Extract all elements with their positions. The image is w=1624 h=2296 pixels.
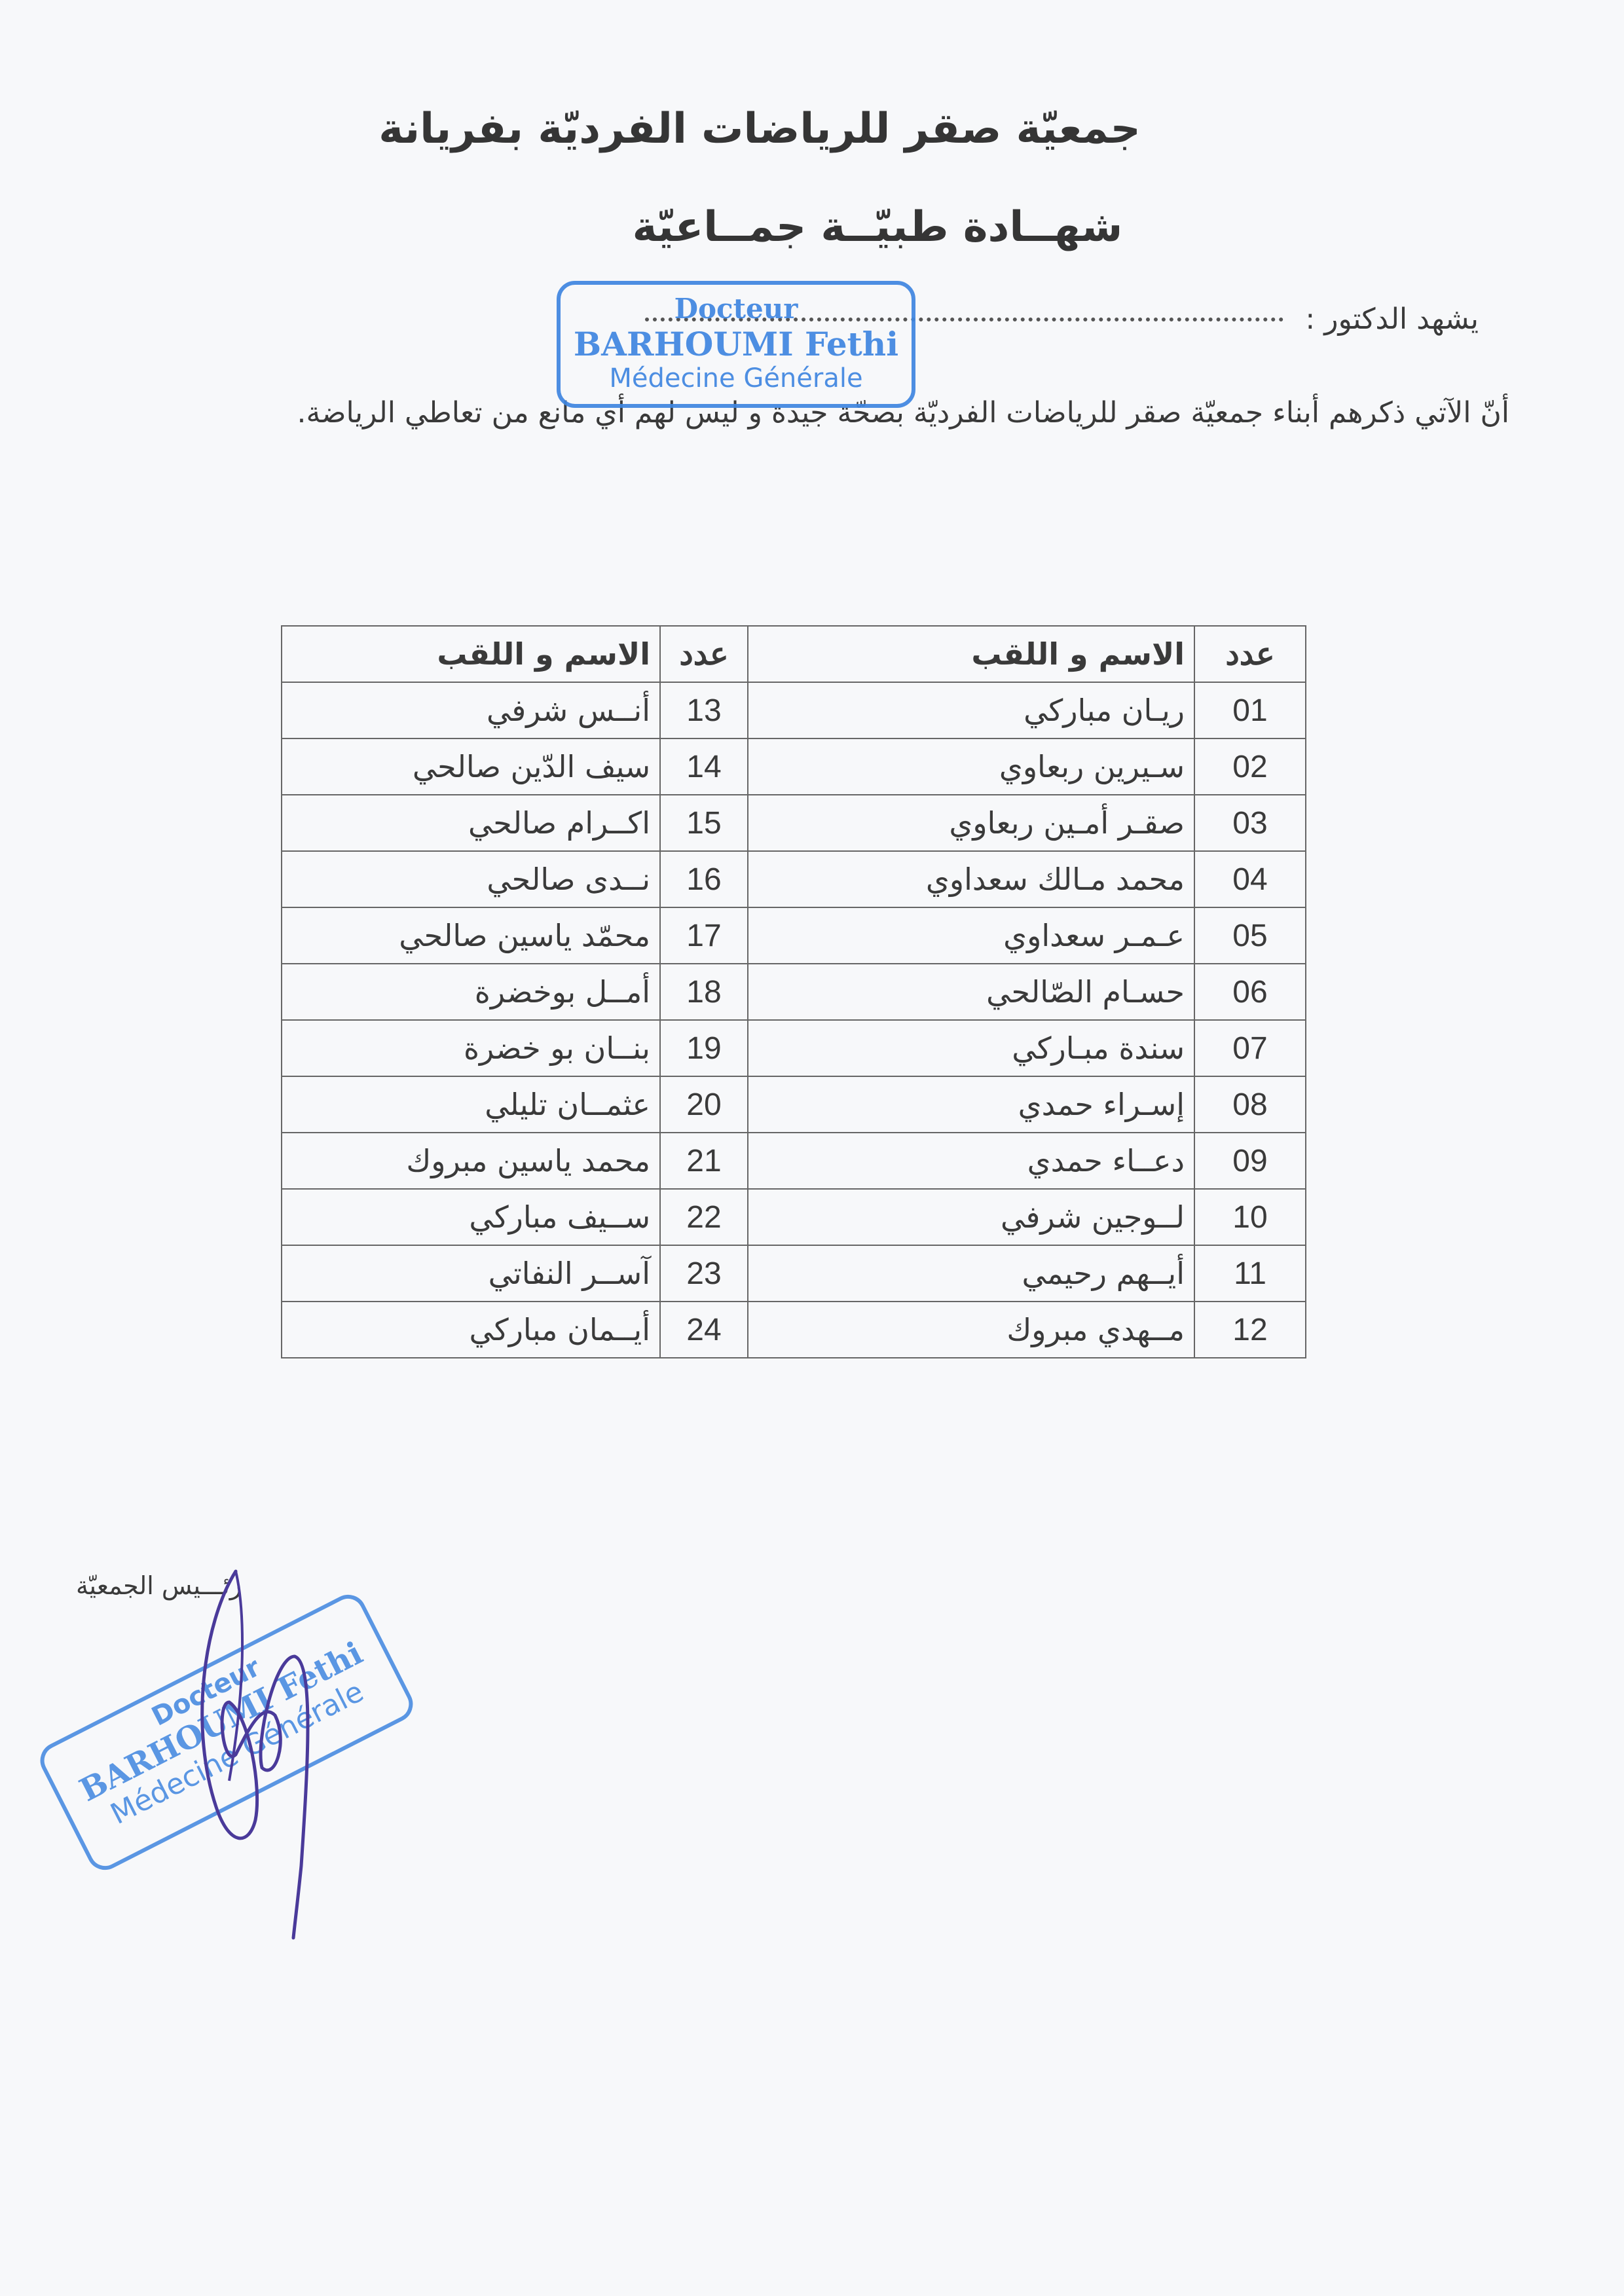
header-number: عدد <box>1194 625 1306 683</box>
member-number: 16 <box>659 850 748 908</box>
table-row: 08 إسـراء حمدي 20 عثمــان تليلي <box>281 1076 1306 1133</box>
table-row: 05 عـمـر سعداوي 17 محمّد ياسين صالحي <box>281 907 1306 964</box>
member-name: لــوجين شرفي <box>747 1188 1195 1246</box>
document-title: شهــادة طبيّــة جمــاعيّة <box>632 203 1123 251</box>
member-name: عثمــان تليلي <box>281 1076 661 1133</box>
stamp-line-2: BARHOUMI Fethi <box>573 325 899 363</box>
member-name: أيــهم رحيمي <box>747 1245 1195 1302</box>
member-name: سندة مبـاركي <box>747 1019 1195 1077</box>
member-name: سـيرين ربعاوي <box>747 738 1195 795</box>
member-name: حسـام الصّالحي <box>747 963 1195 1021</box>
member-name: عـمـر سعداوي <box>747 907 1195 964</box>
table-row: 01 ريـان مباركي 13 أنــس شرفي <box>281 682 1306 739</box>
member-name: محمّد ياسين صالحي <box>281 907 661 964</box>
header-number: عدد <box>659 625 748 683</box>
doctor-label: يشهد الدكتور : <box>1305 302 1479 336</box>
stamp-line-3: Médecine Générale <box>609 363 863 393</box>
member-name: ريـان مباركي <box>747 682 1195 739</box>
member-number: 04 <box>1194 850 1306 908</box>
member-name: اكــرام صالحي <box>281 794 661 852</box>
member-number: 12 <box>1194 1301 1306 1358</box>
president-label: رئـــيس الجمعيّة <box>76 1571 242 1600</box>
member-number: 14 <box>659 738 748 795</box>
member-name: ســيف مباركي <box>281 1188 661 1246</box>
member-number: 09 <box>1194 1132 1306 1190</box>
member-number: 15 <box>659 794 748 852</box>
table-row: 02 سـيرين ربعاوي 14 سيف الدّين صالحي <box>281 738 1306 795</box>
table-row: 09 دعــاء حمدي 21 محمد ياسين مبروك <box>281 1132 1306 1190</box>
table-row: 06 حسـام الصّالحي 18 أمــل بوخضرة <box>281 963 1306 1021</box>
member-name: بنــان بو خضرة <box>281 1019 661 1077</box>
member-number: 24 <box>659 1301 748 1358</box>
stamp-line-1: Docteur <box>674 293 798 325</box>
doctor-stamp: Docteur BARHOUMI Fethi Médecine Générale <box>557 281 915 408</box>
members-table: عدد الاسم و اللقب عدد الاسم و اللقب 01 ري… <box>281 625 1306 1358</box>
member-number: 21 <box>659 1132 748 1190</box>
member-name: أيــمان مباركي <box>281 1301 661 1358</box>
member-name: صقـر أمـين ربعاوي <box>747 794 1195 852</box>
table-row: 03 صقـر أمـين ربعاوي 15 اكــرام صالحي <box>281 794 1306 852</box>
member-number: 10 <box>1194 1188 1306 1246</box>
member-number: 17 <box>659 907 748 964</box>
doctor-name-dotted-line <box>645 318 1283 321</box>
member-number: 22 <box>659 1188 748 1246</box>
member-name: دعــاء حمدي <box>747 1132 1195 1190</box>
member-number: 03 <box>1194 794 1306 852</box>
member-number: 01 <box>1194 682 1306 739</box>
signature-stroke <box>228 1571 244 1781</box>
table-row: 11 أيــهم رحيمي 23 آســر النفاتي <box>281 1245 1306 1302</box>
member-number: 11 <box>1194 1245 1306 1302</box>
member-name: مــهدي مبروك <box>747 1301 1195 1358</box>
member-number: 23 <box>659 1245 748 1302</box>
table-row: 10 لــوجين شرفي 22 ســيف مباركي <box>281 1188 1306 1246</box>
member-number: 02 <box>1194 738 1306 795</box>
member-name: إسـراء حمدي <box>747 1076 1195 1133</box>
header-name: الاسم و اللقب <box>747 625 1195 683</box>
member-number: 05 <box>1194 907 1306 964</box>
table-header-row: عدد الاسم و اللقب عدد الاسم و اللقب <box>281 625 1306 683</box>
organization-title: جمعيّة صقر للرياضات الفرديّة بفريانة <box>378 105 1141 153</box>
table-row: 04 محمد مـالك سعداوي 16 نــدى صالحي <box>281 850 1306 908</box>
header-name: الاسم و اللقب <box>281 625 661 683</box>
table-row: 12 مــهدي مبروك 24 أيــمان مباركي <box>281 1301 1306 1358</box>
member-number: 06 <box>1194 963 1306 1021</box>
member-name: سيف الدّين صالحي <box>281 738 661 795</box>
member-name: أنــس شرفي <box>281 682 661 739</box>
member-number: 18 <box>659 963 748 1021</box>
table-row: 07 سندة مبـاركي 19 بنــان بو خضرة <box>281 1019 1306 1077</box>
signature-stroke <box>200 1569 310 1940</box>
member-number: 13 <box>659 682 748 739</box>
member-number: 08 <box>1194 1076 1306 1133</box>
member-name: أمــل بوخضرة <box>281 963 661 1021</box>
member-number: 20 <box>659 1076 748 1133</box>
member-name: محمد ياسين مبروك <box>281 1132 661 1190</box>
member-name: نــدى صالحي <box>281 850 661 908</box>
member-number: 07 <box>1194 1019 1306 1077</box>
member-number: 19 <box>659 1019 748 1077</box>
member-name: آســر النفاتي <box>281 1245 661 1302</box>
member-name: محمد مـالك سعداوي <box>747 850 1195 908</box>
